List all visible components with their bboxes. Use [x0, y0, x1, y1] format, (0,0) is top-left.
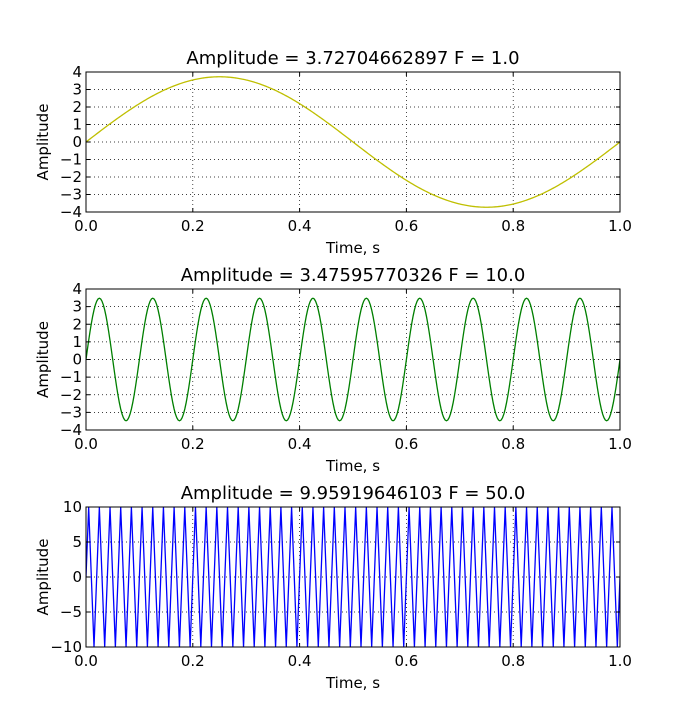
series-line-3: [86, 507, 620, 647]
y-tick-label: −3: [60, 403, 82, 421]
y-tick-label: −2: [60, 168, 82, 186]
y-axis-label: Amplitude: [34, 104, 52, 181]
y-tick-label: 3: [72, 298, 82, 316]
y-tick-label: −1: [60, 368, 82, 386]
x-tick-label: 0.8: [501, 435, 525, 453]
x-tick-label: 0.0: [74, 435, 98, 453]
y-tick-label: −10: [50, 638, 82, 656]
y-tick-label: −3: [60, 186, 82, 204]
y-axis-label: Amplitude: [34, 321, 52, 398]
x-tick-label: 0.4: [288, 652, 312, 670]
y-tick-label: 1: [72, 333, 82, 351]
x-tick-label: 0.8: [501, 652, 525, 670]
x-tick-label: 0.2: [181, 435, 205, 453]
x-tick-label: 0.4: [288, 435, 312, 453]
y-tick-label: −2: [60, 386, 82, 404]
chart-title: Amplitude = 3.72704662897 F = 1.0: [186, 48, 519, 69]
x-tick-label: 0.6: [394, 217, 418, 235]
y-tick-label: 10: [63, 498, 82, 516]
y-tick-label: 5: [72, 533, 82, 551]
y-tick-label: 4: [72, 280, 82, 298]
x-tick-label: 0.2: [181, 652, 205, 670]
y-tick-label: 1: [72, 116, 82, 134]
x-tick-label: 0.0: [74, 217, 98, 235]
y-tick-label: −5: [60, 603, 82, 621]
x-tick-label: 0.6: [394, 435, 418, 453]
y-tick-label: 0: [72, 351, 82, 369]
y-tick-label: −4: [60, 421, 82, 439]
x-tick-label: 0.6: [394, 652, 418, 670]
y-tick-label: 0: [72, 568, 82, 586]
y-tick-label: 2: [72, 315, 82, 333]
series-line-2: [86, 297, 620, 422]
x-tick-label: 1.0: [608, 652, 632, 670]
x-tick-label: 0.8: [501, 217, 525, 235]
x-axis-label: Time, s: [325, 239, 380, 257]
x-tick-label: 0.4: [288, 217, 312, 235]
y-tick-label: 3: [72, 81, 82, 99]
y-tick-label: 4: [72, 63, 82, 81]
x-axis-label: Time, s: [325, 457, 380, 475]
y-tick-label: 0: [72, 133, 82, 151]
x-tick-label: 0.2: [181, 217, 205, 235]
series-line-1: [86, 76, 620, 208]
chart-title: Amplitude = 9.95919646103 F = 50.0: [181, 483, 526, 504]
x-tick-label: 0.0: [74, 652, 98, 670]
y-axis-label: Amplitude: [34, 539, 52, 616]
chart-panel-3: 0.0 0.2 0.4 0.6 0.8 1.0 10 5 0 −5 −10 Amplitude = 9…: [34, 483, 632, 692]
y-tick-label: 2: [72, 98, 82, 116]
x-tick-label: 1.0: [608, 217, 632, 235]
x-tick-label: 1.0: [608, 435, 632, 453]
y-tick-label: −1: [60, 151, 82, 169]
y-tick-label: −4: [60, 203, 82, 221]
x-axis-label: Time, s: [325, 674, 380, 692]
chart-title: Amplitude = 3.47595770326 F = 10.0: [181, 265, 526, 286]
